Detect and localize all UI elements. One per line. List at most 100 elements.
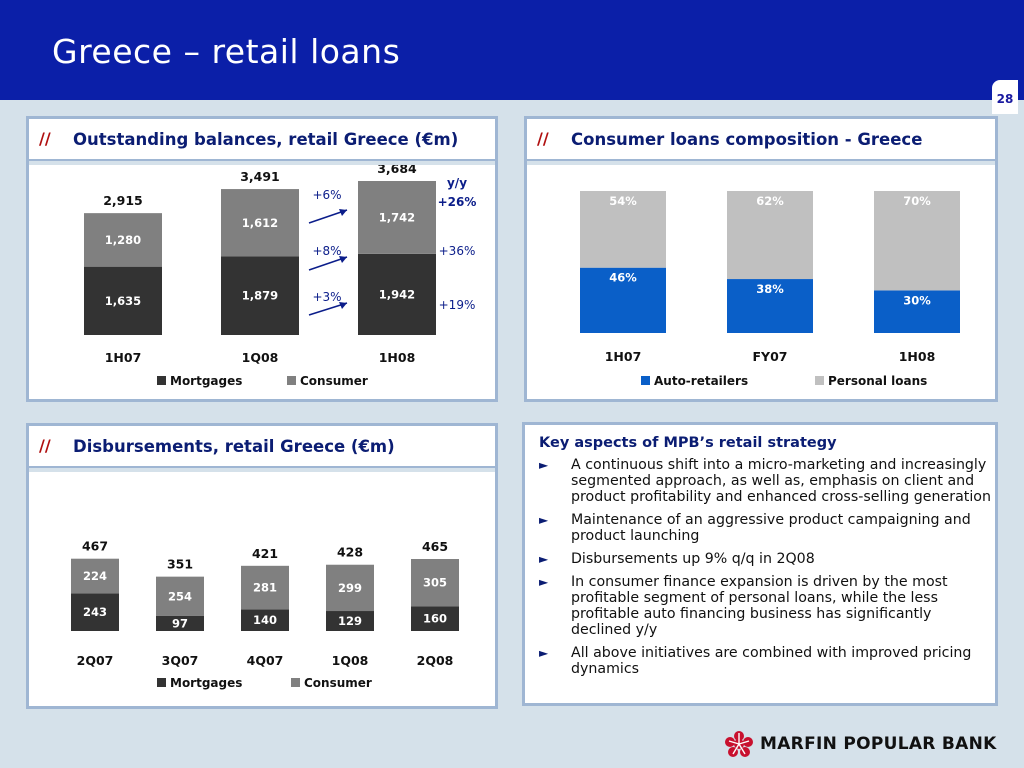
strategy-bullet-text: Disbursements up 9% q/q in 2Q08 <box>571 551 815 567</box>
outstanding-panel-title: Outstanding balances, retail Greece (€m) <box>73 130 459 149</box>
bar-consumer-1h07 <box>84 213 162 267</box>
strategy-bullet-text: Maintenance of an aggressive product cam… <box>571 512 971 544</box>
data-label: 160 <box>423 612 447 626</box>
data-label: 254 <box>168 589 192 603</box>
data-label: 129 <box>338 614 362 628</box>
strategy-bullet: ► In consumer finance expansion is driven… <box>539 574 991 638</box>
data-label: 46% <box>609 271 637 285</box>
flower-logo-icon <box>725 731 753 757</box>
bar-personal-loans-fy07 <box>727 191 813 280</box>
x-tick-label: 4Q07 <box>247 653 284 668</box>
x-tick-label: 1Q08 <box>242 350 279 365</box>
growth-total-yy: +26% <box>438 195 477 209</box>
data-label: 62% <box>756 194 784 208</box>
data-label: 38% <box>756 282 784 296</box>
header-bar: Greece – retail loans <box>0 0 1024 100</box>
bank-logo: MARFIN POPULAR BANK <box>724 730 1004 758</box>
bar-auto-retailers-1h07 <box>580 267 666 333</box>
data-label: 70% <box>903 194 931 208</box>
bank-logo-text: MARFIN POPULAR BANK <box>760 734 997 754</box>
data-label: 1,942 <box>379 287 415 301</box>
total-label: 3,684 <box>377 165 417 176</box>
arrow-head-icon <box>339 302 347 309</box>
data-label: 30% <box>903 293 931 307</box>
growth-mortgages-yy: +19% <box>439 298 476 312</box>
data-label: 1,280 <box>105 233 141 247</box>
page-title: Greece – retail loans <box>52 32 401 71</box>
bar-auto-retailers-fy07 <box>727 279 813 333</box>
composition-chart-area: 46% 54% 1H07 38% 62% FY07 30% 70% 1H08 Auto-retai… <box>527 165 995 399</box>
growth-consumer-yy: +36% <box>439 244 476 258</box>
legend-swatch <box>287 376 296 385</box>
strategy-bullet-text: A continuous shift into a micro-marketin… <box>571 457 991 505</box>
disbursements-chart: 243 224 467 2Q07 97 254 351 3Q07 140 281 421 4Q07 12… <box>71 539 459 690</box>
bar-consumer-2q07 <box>71 558 119 594</box>
legend-swatch <box>157 678 166 687</box>
page-number: 28 <box>992 80 1018 114</box>
bar-personal-loans-1h07 <box>580 191 666 268</box>
bar-mortgages-3q07 <box>156 615 204 631</box>
data-label: 243 <box>83 605 107 619</box>
strategy-bullet: ► All above initiatives are combined with… <box>539 645 991 677</box>
section-slashes: // <box>537 129 549 148</box>
bar-mortgages-1h08 <box>358 253 436 335</box>
legend-label: Personal loans <box>828 374 927 388</box>
legend-swatch <box>641 376 650 385</box>
x-tick-label: 1H08 <box>379 350 416 365</box>
x-tick-label: 1H07 <box>105 350 142 365</box>
data-label: 140 <box>253 613 277 627</box>
growth-mortgages-qq: +3% <box>312 290 341 304</box>
outstanding-chart-area: 1,635 1,280 2,915 1H07 1,879 1,612 3,491 1Q08 1,… <box>29 161 495 399</box>
data-label: 97 <box>172 616 188 630</box>
arrow-bullet-icon: ► <box>539 575 549 589</box>
total-label: 421 <box>252 546 278 561</box>
arrow-bullet-icon: ► <box>539 552 549 566</box>
strategy-list: ► A continuous shift into a micro-marketi… <box>539 457 991 684</box>
data-label: 1,612 <box>242 216 278 230</box>
arrow-bullet-icon: ► <box>539 458 549 472</box>
section-slashes: // <box>39 129 51 148</box>
x-tick-label: 3Q07 <box>162 653 199 668</box>
x-tick-label: FY07 <box>753 349 788 364</box>
bar-mortgages-2q07 <box>71 593 119 631</box>
disbursements-chart-area: 243 224 467 2Q07 97 254 351 3Q07 140 281 421 4Q07 12… <box>29 472 495 706</box>
bar-mortgages-1h07 <box>84 266 162 335</box>
growth-total-qq: +6% <box>312 188 341 202</box>
bar-consumer-1q08 <box>221 189 299 257</box>
composition-panel-header: // Consumer loans composition - Greece <box>527 119 995 161</box>
total-label: 465 <box>422 539 448 554</box>
outstanding-panel-header: // Outstanding balances, retail Greece (… <box>29 119 495 161</box>
outstanding-panel: // Outstanding balances, retail Greece (… <box>26 116 498 402</box>
bar-mortgages-1q08 <box>326 611 374 631</box>
x-tick-label: 1H07 <box>605 349 642 364</box>
bar-personal-loans-1h08 <box>874 191 960 291</box>
legend-label: Auto-retailers <box>654 374 748 388</box>
arrow-head-icon <box>339 256 347 263</box>
data-label: 224 <box>83 569 107 583</box>
arrow-bullet-icon: ► <box>539 513 549 527</box>
strategy-bullet: ► Maintenance of an aggressive product ca… <box>539 512 991 544</box>
total-label: 351 <box>167 557 193 572</box>
legend-label: Consumer <box>304 676 372 690</box>
total-label: 3,491 <box>240 169 280 184</box>
strategy-bullet-text: In consumer finance expansion is driven … <box>571 574 948 638</box>
growth-consumer-qq: +8% <box>312 244 341 258</box>
data-label: 1,742 <box>379 210 415 224</box>
strategy-title: Key aspects of MPB’s retail strategy <box>539 435 837 451</box>
x-tick-label: 2Q07 <box>77 653 114 668</box>
disbursements-panel: // Disbursements, retail Greece (€m) 243… <box>26 423 498 709</box>
strategy-bullet-text: All above initiatives are combined with … <box>571 645 972 677</box>
arrow-head-icon <box>339 209 347 216</box>
strategy-bullet: ► Disbursements up 9% q/q in 2Q08 <box>539 551 991 567</box>
bar-consumer-1q08 <box>326 564 374 612</box>
total-label: 467 <box>82 539 108 554</box>
bar-auto-retailers-1h08 <box>874 290 960 333</box>
legend-label: Mortgages <box>170 374 242 388</box>
x-tick-label: 2Q08 <box>417 653 454 668</box>
arrow-bullet-icon: ► <box>539 646 549 660</box>
bar-consumer-3q07 <box>156 576 204 616</box>
disbursements-panel-header: // Disbursements, retail Greece (€m) <box>29 426 495 468</box>
data-label: 1,879 <box>242 289 278 303</box>
x-tick-label: 1H08 <box>899 349 936 364</box>
legend-label: Consumer <box>300 374 368 388</box>
